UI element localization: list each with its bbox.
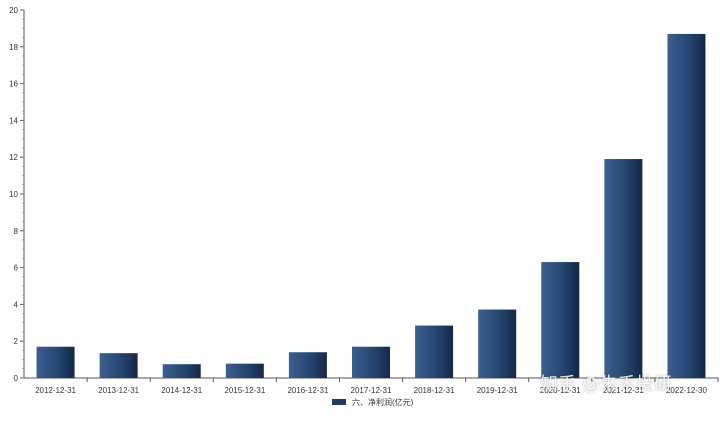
x-tick-label: 2013-12-31 — [98, 386, 139, 395]
x-tick-label: 2015-12-31 — [224, 386, 265, 395]
legend-swatch — [332, 399, 346, 405]
bar — [667, 33, 706, 379]
bar — [36, 346, 75, 378]
y-tick-label: 8 — [14, 227, 19, 236]
bar — [99, 353, 138, 378]
y-tick-label: 18 — [9, 43, 18, 52]
bar — [288, 352, 327, 378]
y-tick-label: 12 — [9, 153, 18, 162]
bar — [478, 309, 517, 378]
y-tick-label: 10 — [9, 190, 18, 199]
y-tick-label: 0 — [14, 374, 19, 383]
x-tick-label: 2021-12-31 — [603, 386, 644, 395]
bar — [541, 262, 580, 378]
x-tick-label: 2020-12-31 — [540, 386, 581, 395]
bar — [352, 346, 390, 378]
x-tick-label: 2017-12-31 — [351, 386, 392, 395]
y-tick-label: 14 — [9, 116, 18, 125]
x-tick-label: 2022-12-30 — [666, 386, 707, 395]
x-tick-label: 2018-12-31 — [414, 386, 455, 395]
y-tick-label: 4 — [14, 300, 19, 309]
legend-label: 六、净利润(亿元) — [352, 397, 414, 407]
y-tick-label: 20 — [9, 6, 18, 15]
y-tick-label: 6 — [14, 264, 19, 273]
x-tick-label: 2019-12-31 — [477, 386, 518, 395]
x-tick-label: 2012-12-31 — [35, 386, 76, 395]
bar — [415, 325, 454, 378]
x-tick-label: 2014-12-31 — [161, 386, 202, 395]
bar — [162, 364, 201, 378]
bar — [225, 363, 264, 378]
bar — [604, 159, 643, 378]
x-tick-label: 2016-12-31 — [287, 386, 328, 395]
y-tick-label: 2 — [14, 337, 19, 346]
y-tick-label: 16 — [9, 80, 18, 89]
